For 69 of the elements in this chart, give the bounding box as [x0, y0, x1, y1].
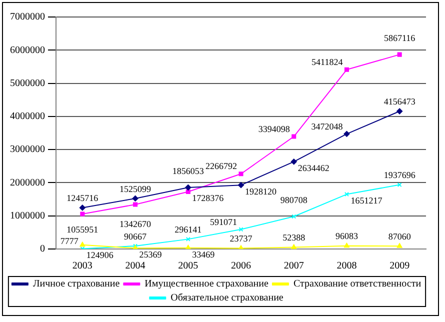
- x-tick-label: 2008: [336, 260, 357, 272]
- y-tick-label: 4000000: [10, 111, 45, 122]
- point: [396, 108, 403, 114]
- y-tick-label: 3000000: [10, 144, 45, 156]
- data-label: 4156473: [384, 96, 416, 107]
- data-label: 52388: [282, 232, 306, 243]
- point: [396, 243, 402, 248]
- data-label: 96083: [335, 231, 358, 242]
- point: [80, 212, 85, 216]
- data-label: 1856053: [172, 166, 204, 176]
- data-label: 2634462: [298, 163, 330, 174]
- x-tick-label: 2005: [178, 260, 198, 272]
- x-tick-label: 2006: [231, 260, 251, 272]
- data-label: 5411824: [312, 56, 344, 67]
- data-label: 980708: [280, 194, 308, 205]
- data-label: 1342670: [120, 218, 152, 229]
- y-tick-label: 6000000: [10, 44, 45, 56]
- point: [292, 134, 296, 139]
- y-tick-label: 0: [40, 244, 45, 255]
- legend-label: Обязательное страхование: [170, 292, 284, 304]
- point: [397, 52, 402, 57]
- point: [186, 189, 190, 194]
- legend-label: Личное страхование: [32, 278, 120, 290]
- data-label: 33469: [192, 249, 216, 260]
- legend-label: Страхование ответственности: [293, 278, 422, 290]
- legend-label: Имущественное страхование: [144, 278, 270, 290]
- point: [238, 172, 244, 176]
- data-label: 87060: [388, 231, 412, 242]
- point: [344, 130, 350, 137]
- point: [238, 227, 244, 232]
- data-label: 1651217: [350, 196, 383, 206]
- y-tick-label: 5000000: [10, 78, 45, 89]
- data-label: 591071: [210, 216, 237, 227]
- data-label: 1055951: [66, 224, 98, 234]
- data-label: 1937696: [384, 170, 416, 180]
- y-tick-label: 7000000: [10, 12, 45, 23]
- data-label: 1728376: [192, 193, 224, 204]
- point: [344, 242, 350, 248]
- data-label: 1245716: [66, 193, 99, 204]
- data-label: 124906: [86, 250, 114, 260]
- data-label: 25369: [139, 250, 162, 260]
- data-label: 5867116: [384, 32, 416, 43]
- y-tick-label: 2000000: [10, 177, 45, 188]
- point: [185, 184, 192, 190]
- point: [133, 202, 138, 207]
- point: [186, 236, 190, 242]
- point: [238, 182, 244, 188]
- x-tick-label: 2009: [390, 260, 410, 272]
- data-label: 3472048: [311, 121, 344, 132]
- data-label: 1928120: [245, 186, 277, 196]
- y-tick-label: 1000000: [10, 210, 45, 222]
- point: [132, 195, 138, 202]
- x-tick-label: 2007: [284, 260, 304, 272]
- data-label: 7777: [60, 236, 79, 246]
- point: [344, 67, 349, 72]
- data-label: 296141: [174, 224, 202, 235]
- data-label: 90667: [124, 231, 148, 242]
- point: [292, 214, 296, 219]
- point: [290, 158, 297, 165]
- x-tick-label: 2003: [72, 260, 92, 272]
- point: [291, 244, 297, 249]
- data-label: 3394098: [258, 124, 290, 134]
- point: [79, 204, 86, 211]
- point: [185, 244, 191, 249]
- data-label: 2266792: [206, 161, 237, 172]
- data-label: 1525099: [120, 184, 152, 194]
- point: [344, 192, 349, 197]
- data-label: 23737: [230, 234, 253, 244]
- x-tick-label: 2004: [125, 260, 146, 272]
